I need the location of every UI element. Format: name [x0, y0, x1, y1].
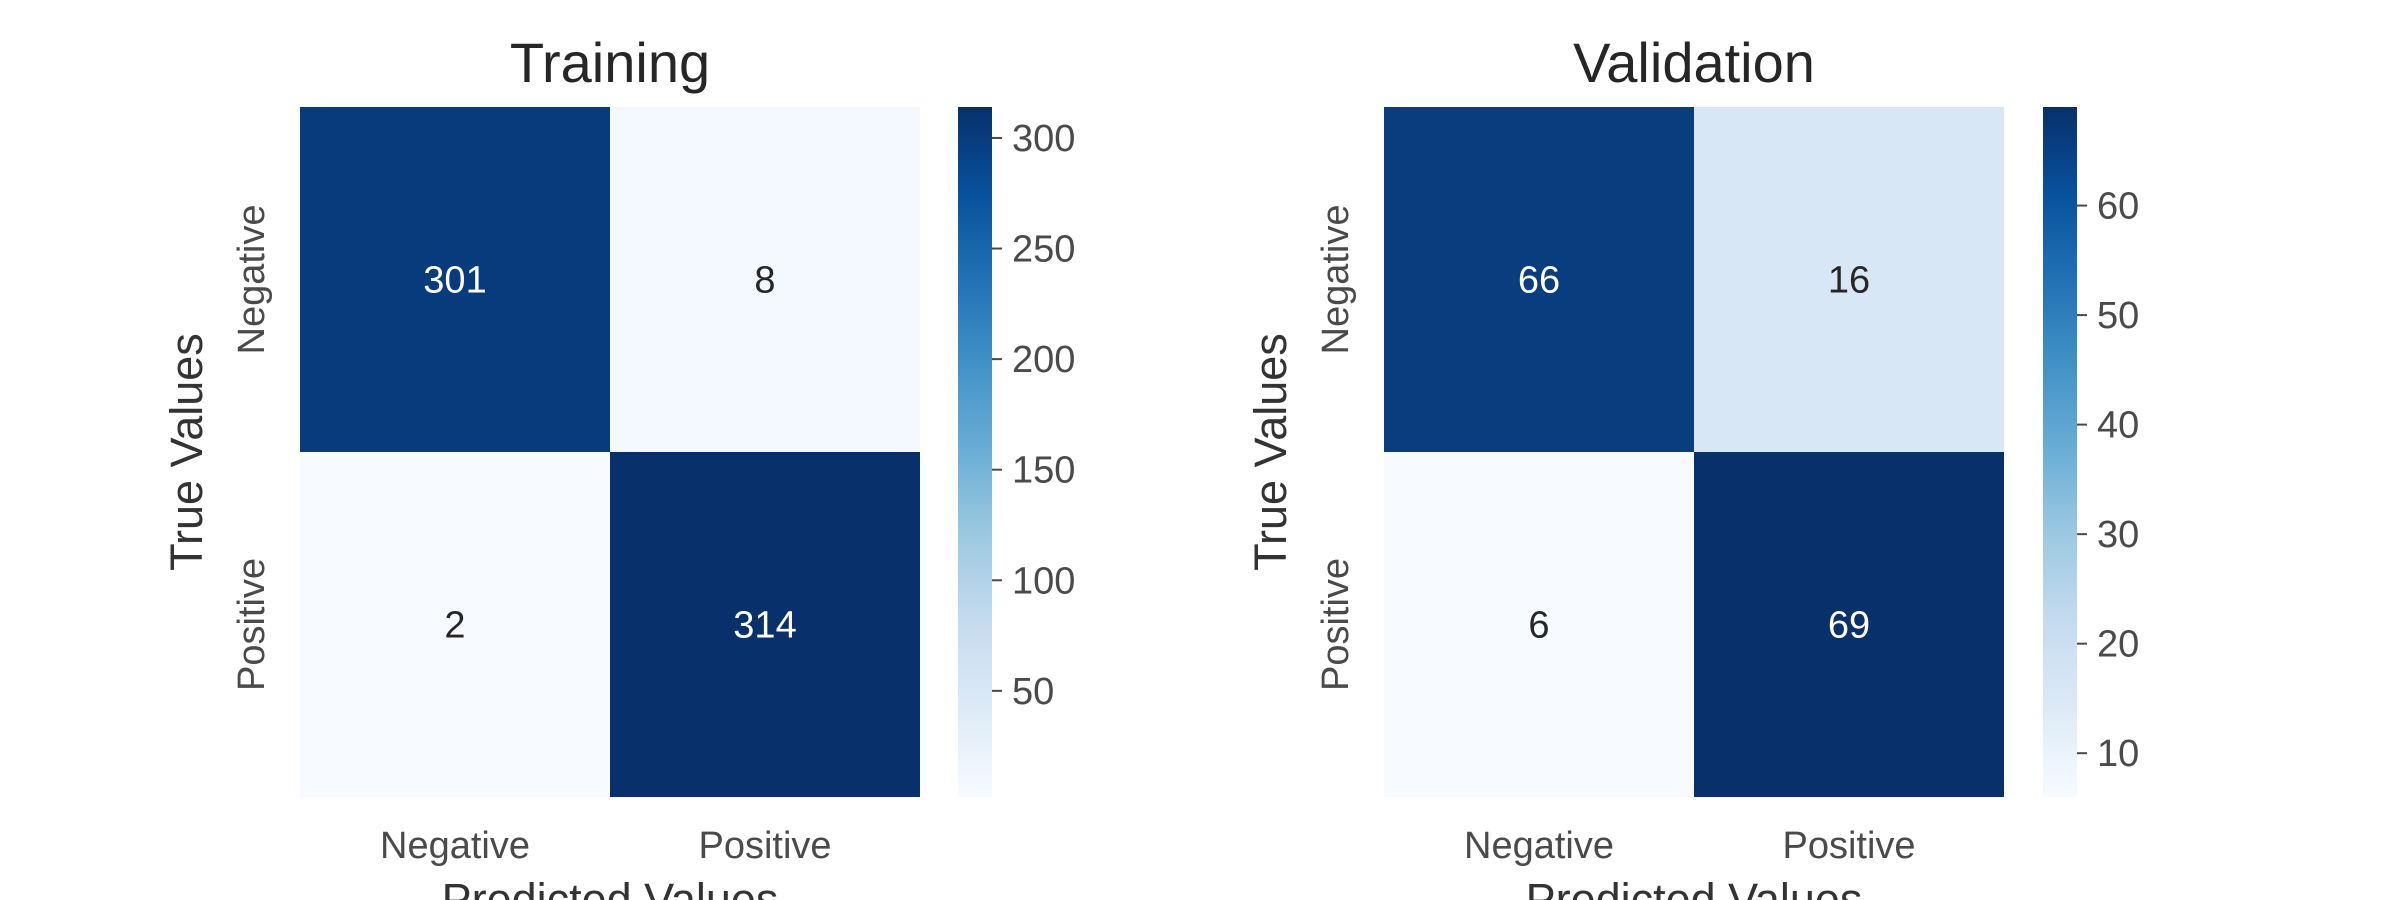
colorbar-gradient	[2043, 107, 2077, 797]
x-tick-label: Negative	[380, 825, 530, 867]
colorbar-tick-label: 300	[1012, 118, 1075, 160]
colorbar-tick-label: 150	[1012, 450, 1075, 492]
x-axis-label: Predicted Values	[1526, 874, 1863, 900]
cell-value-label: 69	[1828, 605, 1870, 647]
x-tick-label: Positive	[698, 825, 831, 867]
x-axis-label: Predicted Values	[442, 874, 779, 900]
colorbar-tick-label: 20	[2097, 624, 2139, 666]
heatmap-cell	[1694, 452, 2004, 797]
heatmap-panel-1: Training 301 8 2 314 Negative Positive Negative…	[161, 31, 1075, 900]
heatmap-cell	[610, 452, 920, 797]
cell-value-label: 66	[1518, 260, 1560, 302]
x-tick-label: Negative	[1464, 825, 1614, 867]
colorbar-tick-label: 40	[2097, 405, 2139, 447]
y-tick-label: Negative	[231, 205, 273, 355]
x-tick-label: Positive	[1782, 825, 1915, 867]
heatmap-cell	[300, 452, 610, 797]
colorbar-tick-label: 10	[2097, 733, 2139, 775]
y-tick-label: Positive	[231, 558, 273, 691]
chart-title: Validation	[1573, 31, 1815, 94]
colorbar-tick-label: 250	[1012, 229, 1075, 271]
colorbar-tick-label: 100	[1012, 560, 1075, 602]
colorbar: 50 100 150 200 250 300	[958, 107, 1075, 797]
heatmap-panel-2: Validation 66 16 6 69 Negative Positive Negativ…	[1245, 31, 2139, 900]
chart-title: Training	[510, 31, 710, 94]
heatmap-cell	[1694, 107, 2004, 452]
colorbar-tick-label: 50	[2097, 295, 2139, 337]
heatmap-cell	[1384, 452, 1694, 797]
cell-value-label: 301	[423, 260, 486, 302]
cell-value-label: 8	[754, 260, 775, 302]
cell-value-label: 314	[733, 605, 796, 647]
heatmap-cell	[1384, 107, 1694, 452]
y-tick-label: Positive	[1315, 558, 1357, 691]
y-tick-label: Negative	[1315, 205, 1357, 355]
colorbar-tick-label: 60	[2097, 186, 2139, 228]
cell-value-label: 6	[1528, 605, 1549, 647]
y-axis-label: True Values	[161, 333, 212, 571]
heatmap-cell	[300, 107, 610, 452]
colorbar-tick-label: 30	[2097, 514, 2139, 556]
cell-value-label: 2	[444, 605, 465, 647]
cell-value-label: 16	[1828, 260, 1870, 302]
colorbar: 10 20 30 40 50 60	[2043, 107, 2139, 797]
y-axis-label: True Values	[1245, 333, 1296, 571]
colorbar-gradient	[958, 107, 992, 797]
heatmap-cell	[610, 107, 920, 452]
colorbar-tick-label: 50	[1012, 671, 1054, 713]
colorbar-tick-label: 200	[1012, 339, 1075, 381]
